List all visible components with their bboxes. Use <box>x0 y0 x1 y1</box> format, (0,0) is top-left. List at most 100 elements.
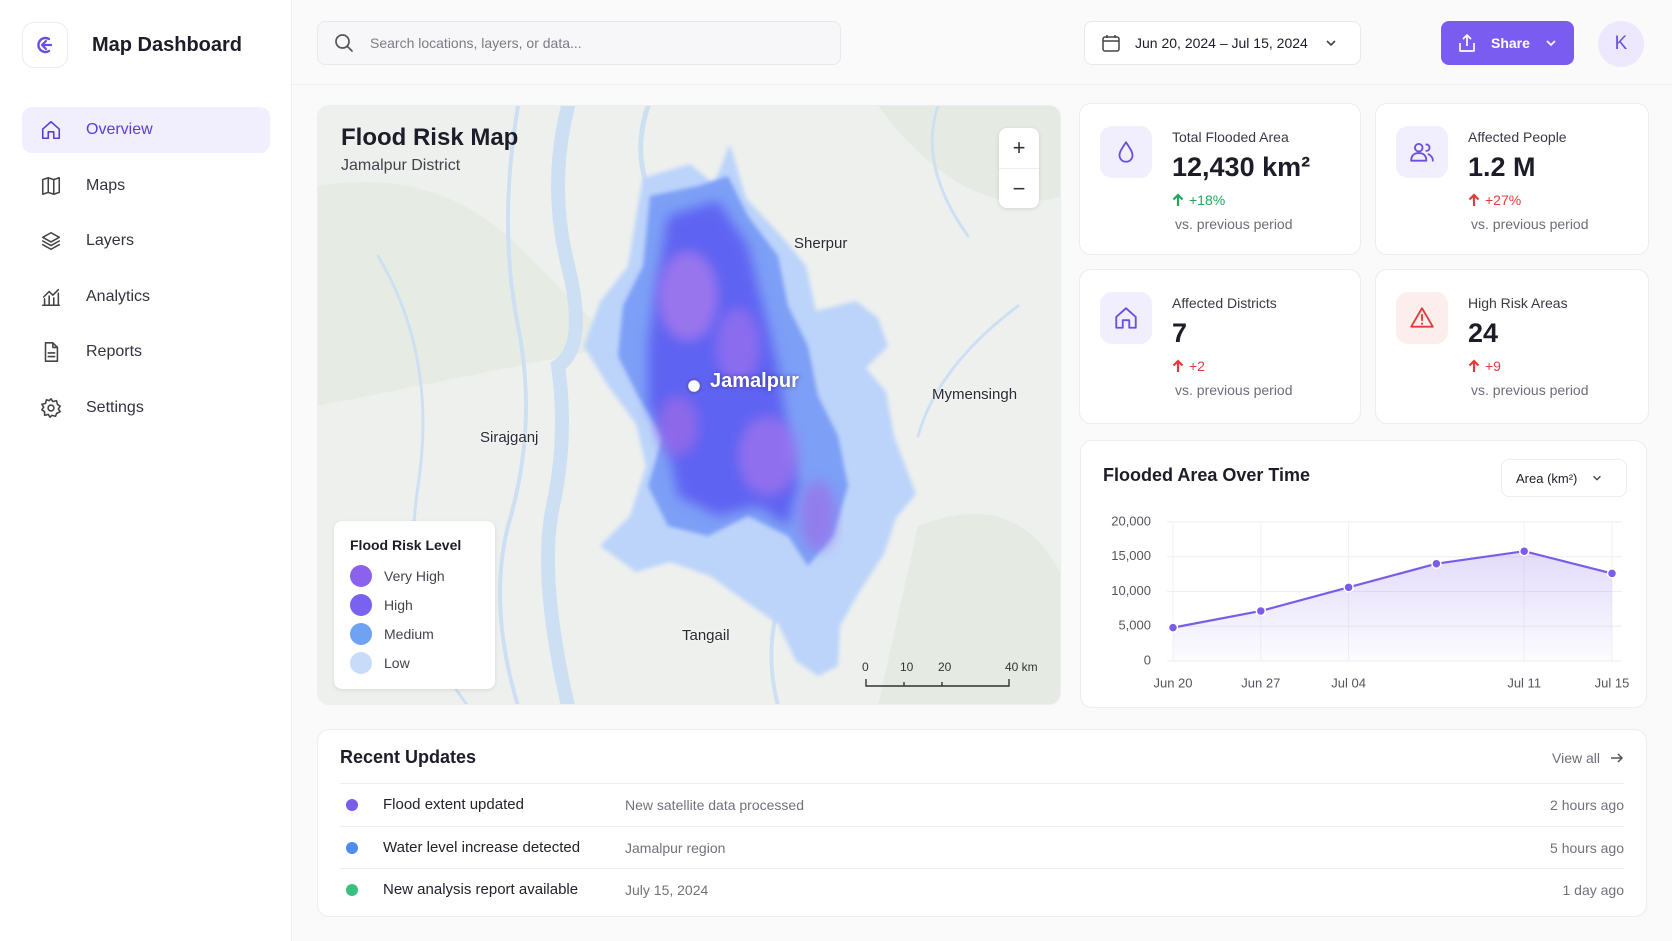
point <box>1343 582 1354 593</box>
search-placeholder: Search locations, layers, or data... <box>370 35 582 51</box>
place-label: Sirajganj <box>480 429 539 446</box>
search-box[interactable]: Search locations, layers, or data... <box>317 21 841 65</box>
date-range-picker[interactable]: Jun 20, 2024 – Jul 15, 2024 <box>1084 21 1361 65</box>
logo-icon <box>37 36 53 54</box>
point <box>1255 605 1267 617</box>
up-arrow <box>1172 193 1184 206</box>
update-detail: Jamalpur region <box>625 839 726 856</box>
arrow-icon <box>1611 753 1624 763</box>
view-all-label: View all <box>1552 750 1600 766</box>
recent-updates: Recent Updates View all Flood extent upd… <box>317 729 1647 917</box>
up-arrow <box>1468 193 1480 206</box>
update-time: 2 hours ago <box>1550 797 1624 813</box>
x-tick-label: Jul 15 <box>1595 675 1630 690</box>
view-all[interactable]: View all <box>1552 750 1624 766</box>
nav-item[interactable]: Reports <box>22 329 270 375</box>
place-label: Tangail <box>682 627 730 644</box>
legend-swatch <box>350 565 372 587</box>
chevron <box>1593 475 1602 481</box>
update-title: Water level increase detected <box>383 838 581 856</box>
update-row: Flood extent updated New satellite data p… <box>340 783 1624 825</box>
share-button[interactable]: Share <box>1441 21 1574 65</box>
place-label: Mymensingh <box>932 386 1018 403</box>
scale-label: 20 <box>938 660 952 674</box>
city-label: Jamalpur <box>710 370 799 392</box>
line-chart: 0 5,000 10,000 15,000 20,000 Jun 20 Jun 27 Jul … <box>1111 513 1630 690</box>
flood-extent <box>584 144 916 676</box>
chevron <box>1326 40 1336 47</box>
share-icon <box>1459 34 1475 52</box>
zoom-control: + − <box>999 128 1039 208</box>
nav-item[interactable]: Settings <box>22 385 270 431</box>
metric-selector[interactable]: Area (km²) <box>1501 459 1627 497</box>
stat-icon <box>1100 292 1152 344</box>
zoom-out[interactable]: − <box>999 168 1039 208</box>
icon <box>1410 142 1434 162</box>
y-tick-label: 20,000 <box>1111 513 1151 528</box>
map-title: Flood Risk Map <box>341 124 519 151</box>
nav-item[interactable]: Layers <box>22 218 270 264</box>
point <box>1606 568 1618 579</box>
nav-label: Maps <box>86 176 126 194</box>
nav-item[interactable]: Overview <box>22 107 270 153</box>
stat-change: +2 <box>1172 358 1205 374</box>
status-dot <box>346 799 358 811</box>
terrain <box>878 106 1060 704</box>
up-arrow <box>1172 359 1184 372</box>
stat-label: Affected People <box>1468 129 1567 145</box>
chart-title: Flooded Area Over Time <box>1103 465 1311 485</box>
stat-icon <box>1396 292 1448 344</box>
stat-note: vs. previous period <box>1471 216 1589 232</box>
icon <box>41 397 61 418</box>
stat-value: 7 <box>1172 318 1188 348</box>
stat-value: 1.2 M <box>1468 152 1536 182</box>
update-title: New analysis report available <box>383 881 579 898</box>
avatar[interactable]: K <box>1598 21 1644 67</box>
map-card: Sherpur Mymensingh Sirajganj Tangail Jamalpu… <box>317 105 1061 705</box>
terrain <box>318 182 618 406</box>
icon <box>1410 307 1434 328</box>
stat-card: Total Flooded Area 12,430 km² +18% vs. prev… <box>1079 103 1361 255</box>
stat-icon <box>1396 126 1448 178</box>
zoom-in[interactable]: + <box>1012 135 1026 160</box>
legend-item: High <box>350 594 413 616</box>
stat-label: High Risk Areas <box>1468 295 1568 311</box>
share-label: Share <box>1491 35 1530 51</box>
legend-label: Very High <box>384 568 445 584</box>
x-tick-label: Jul 11 <box>1507 675 1541 690</box>
stat-note: vs. previous period <box>1175 216 1293 232</box>
x-tick-label: Jul 04 <box>1331 675 1366 690</box>
update-title: Flood extent updated <box>383 796 524 813</box>
stat-value: 12,430 km² <box>1172 152 1311 182</box>
nav-item[interactable]: Analytics <box>22 274 270 320</box>
stat-label: Total Flooded Area <box>1172 129 1289 145</box>
icon <box>44 342 59 362</box>
nav-label: Settings <box>86 398 144 416</box>
legend-swatch <box>350 652 372 674</box>
legend-swatch <box>350 594 372 616</box>
update-row: Water level increase detected Jamalpur re… <box>340 825 1624 868</box>
point <box>1431 558 1442 569</box>
icon <box>41 176 61 195</box>
status-dot <box>346 841 358 854</box>
map-legend: Flood Risk Level Very High High Medium Low <box>334 521 495 689</box>
y-tick-label: 10,000 <box>1111 583 1151 598</box>
icon <box>1115 307 1137 329</box>
legend-item: Medium <box>350 623 434 645</box>
stat-change: +9 <box>1468 358 1501 374</box>
calendar-icon <box>1102 35 1120 52</box>
scale-label: 10 <box>900 660 914 674</box>
x-tick-label: Jun 20 <box>1153 675 1192 690</box>
place-label: Sherpur <box>794 235 848 252</box>
x-tick-label: Jun 27 <box>1241 675 1280 690</box>
legend-title: Flood Risk Level <box>350 537 462 553</box>
nav-item[interactable]: Maps <box>22 163 270 209</box>
scale-label: 0 <box>862 660 869 674</box>
nav-label: Analytics <box>86 287 151 305</box>
icon <box>41 288 61 306</box>
icon <box>41 231 61 251</box>
stat-note: vs. previous period <box>1471 382 1589 398</box>
logo[interactable] <box>22 22 68 68</box>
point <box>1167 622 1179 633</box>
